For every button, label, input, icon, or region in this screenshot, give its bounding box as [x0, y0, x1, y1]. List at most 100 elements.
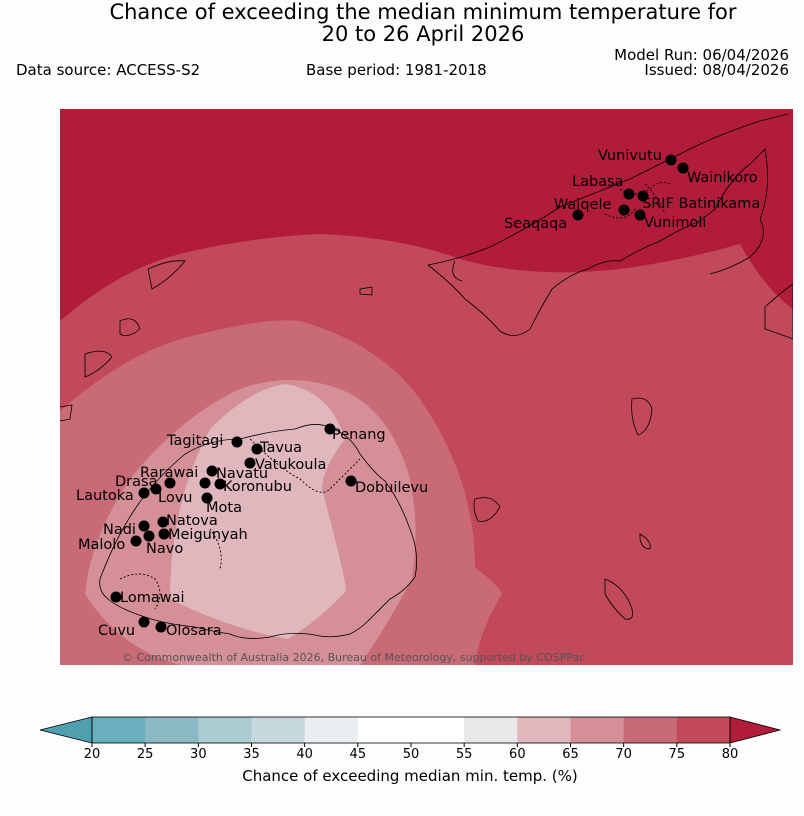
station-marker-koronubu — [214, 478, 226, 490]
legend-cell — [198, 717, 252, 743]
station-marker-cuvu — [138, 616, 150, 628]
station-label-wainikoro: Wainikoro — [687, 170, 758, 186]
station-marker-natova — [157, 516, 169, 528]
station-label-lovu: Lovu — [158, 490, 192, 506]
station-label-malolo: Malolo — [78, 537, 125, 553]
legend-cell — [357, 717, 412, 743]
taveuni-coast — [764, 283, 793, 340]
issued-date: Issued: 08/04/2026 — [644, 61, 789, 79]
legend-cell — [676, 717, 731, 743]
legend-cell — [304, 717, 359, 743]
data-source: Data source: ACCESS-S2 — [16, 61, 201, 79]
band-60-65 — [170, 384, 346, 639]
legend-cell — [92, 717, 146, 743]
legend-tick-label: 20 — [84, 747, 101, 762]
station-label-navo: Navo — [146, 541, 183, 557]
station-marker-rarawai — [206, 465, 218, 477]
station-label-navatu: Navatu — [216, 466, 268, 482]
station-label-meigunyah: Meigunyah — [168, 527, 248, 543]
islet-n — [359, 286, 373, 296]
legend-cell — [145, 717, 199, 743]
station-label-vunivutu: Vunivutu — [598, 148, 662, 164]
islet-nw-3 — [147, 260, 186, 290]
station-marker-vunimoli — [634, 209, 646, 221]
station-marker-navatu — [199, 477, 211, 489]
legend-tick-label: 45 — [350, 747, 367, 762]
legend-cell — [464, 717, 518, 743]
legend-label: Chance of exceeding median min. temp. (%… — [242, 767, 577, 785]
station-marker-mota — [201, 492, 213, 504]
legend-cell — [517, 717, 571, 743]
coastlines — [60, 113, 793, 639]
map-title: Chance of exceeding the median minimum t… — [109, 0, 737, 24]
station-labels: Vunivutu Wainikoro Labasa SRIF Batinikam… — [76, 148, 760, 639]
legend-cell — [411, 717, 465, 743]
station-label-drasa: Drasa — [115, 474, 157, 490]
station-marker-lautoka — [138, 487, 150, 499]
legend-high-arrow — [729, 716, 782, 744]
station-marker-seaqaqa — [572, 209, 584, 221]
station-label-olosara: Olosara — [166, 623, 222, 639]
station-label-koronubu: Koronubu — [223, 479, 292, 495]
station-marker-labasa — [623, 188, 635, 200]
color-legend: 20 25 30 35 40 45 50 55 60 65 70 75 80 Chance of exc… — [39, 716, 782, 785]
station-marker-meigunyah — [158, 528, 170, 540]
legend-low-arrow — [39, 716, 93, 744]
station-marker-srif — [637, 190, 649, 202]
station-marker-lomawai — [110, 591, 122, 603]
legend-tick-label: 50 — [403, 747, 420, 762]
station-marker-dobuilevu — [345, 475, 357, 487]
legend-cell — [251, 717, 306, 743]
station-label-rarawai: Rarawai — [140, 465, 198, 481]
station-marker-vatukoula — [244, 457, 256, 469]
kadavu-coast — [604, 578, 634, 620]
legend-tick-label: 25 — [137, 747, 154, 762]
station-label-tagitagi: Tagitagi — [166, 433, 223, 449]
station-label-dobuilevu: Dobuilevu — [355, 480, 428, 496]
ovalau-coast — [473, 497, 501, 522]
legend-cell — [570, 717, 625, 743]
legend-ticks: 20 25 30 35 40 45 50 55 60 65 70 75 80 — [84, 743, 739, 762]
station-marker-tagitagi — [231, 436, 243, 448]
station-markers — [110, 154, 689, 633]
station-marker-drasa — [164, 477, 176, 489]
legend-cells — [92, 717, 731, 743]
station-label-lautoka: Lautoka — [76, 488, 134, 504]
station-marker-vunivutu — [665, 154, 677, 166]
station-marker-waiqele — [618, 204, 630, 216]
base-period: Base period: 1981-2018 — [306, 61, 487, 79]
station-label-seaqaqa: Seaqaqa — [504, 216, 567, 232]
station-marker-nadi — [138, 520, 150, 532]
map-period: 20 to 26 April 2026 — [321, 22, 525, 46]
legend-tick-label: 55 — [456, 747, 473, 762]
station-marker-tavua — [251, 443, 263, 455]
probability-map: Vunivutu Wainikoro Labasa SRIF Batinikam… — [60, 109, 793, 665]
legend-tick-label: 75 — [669, 747, 686, 762]
legend-cell — [623, 717, 678, 743]
koro-coast — [631, 397, 653, 436]
station-label-tavua: Tavua — [259, 440, 302, 456]
legend-tick-label: 65 — [562, 747, 579, 762]
viti-levu-boundary — [119, 438, 361, 610]
station-label-srif: SRIF Batinikama — [642, 196, 760, 212]
legend-tick-label: 80 — [722, 747, 739, 762]
legend-tick-label: 60 — [509, 747, 526, 762]
islet-nw-2 — [119, 318, 141, 337]
station-label-labasa: Labasa — [572, 174, 624, 190]
station-marker-olosara — [155, 621, 167, 633]
legend-tick-label: 35 — [243, 747, 260, 762]
station-marker-navo — [143, 530, 155, 542]
station-marker-lovu — [150, 483, 162, 495]
station-label-vatukoula: Vatukoula — [255, 457, 326, 473]
station-label-waiqele: Waiqele — [554, 197, 611, 213]
vanua-levu-coast — [427, 113, 789, 336]
station-label-vunimoli: Vunimoli — [644, 215, 706, 231]
station-label-lomawai: Lomawai — [120, 590, 184, 606]
legend-tick-label: 40 — [296, 747, 313, 762]
station-label-penang: Penang — [332, 427, 386, 443]
copyright-notice: © Commonwealth of Australia 2026, Bureau… — [122, 651, 585, 664]
station-marker-penang — [324, 423, 336, 435]
islet-nw-1 — [84, 350, 113, 378]
station-label-natova: Natova — [166, 513, 218, 529]
station-marker-malolo — [130, 535, 142, 547]
